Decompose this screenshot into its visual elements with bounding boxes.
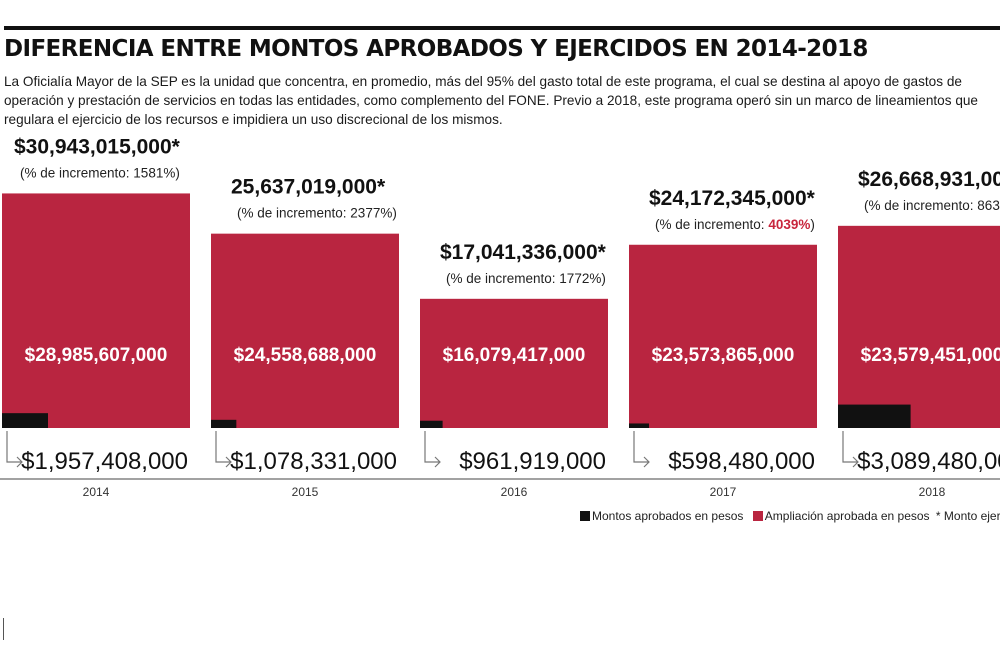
label-ejercido-2018: $26,668,931,000* xyxy=(858,168,1000,191)
legend-swatch-aprobados xyxy=(580,511,590,521)
label-incremento-suffix-2017: ) xyxy=(810,217,815,232)
label-incremento-2014: (% de incremento: 1581%) xyxy=(20,165,180,180)
legend-label-ampliacion: Ampliación aprobada en pesos xyxy=(764,509,930,523)
bar-aprobado-2015 xyxy=(211,419,237,428)
arrow-2014 xyxy=(6,431,23,468)
label-ampliacion-2017: $23,573,865,000 xyxy=(652,345,795,366)
arrow-2015 xyxy=(215,431,232,468)
label-ejercido-2017: $24,172,345,000* xyxy=(649,187,816,210)
label-ampliacion-2018: $23,579,451,000 xyxy=(861,345,1000,366)
label-incremento-2017: (% de incremento: 4039%) xyxy=(655,217,815,232)
legend: Montos aprobados en pesos Ampliación apr… xyxy=(580,509,1000,523)
label-ejercido-2015: 25,637,019,000* xyxy=(231,176,386,199)
label-ejercido-2014: $30,943,015,000* xyxy=(14,135,181,158)
label-incremento-2018: (% de incremento: 863%) xyxy=(864,198,1000,213)
label-aprobado-2016: $961,919,000 xyxy=(459,448,606,475)
label-aprobado-2017: $598,480,000 xyxy=(668,448,815,475)
bar-aprobado-2016 xyxy=(420,420,443,428)
x-tick-2018: 2018 xyxy=(919,485,946,499)
bar-ampliacion-2018 xyxy=(838,225,1000,428)
label-aprobado-2014: $1,957,408,000 xyxy=(21,448,188,475)
bar-ampliacion-2017 xyxy=(629,244,817,428)
x-tick-2017: 2017 xyxy=(710,485,737,499)
bar-aprobado-2017 xyxy=(629,423,649,428)
bar-aprobado-2018 xyxy=(838,404,911,428)
label-ejercido-2016: $17,041,336,000* xyxy=(440,241,607,264)
arrow-2016 xyxy=(424,431,441,468)
arrow-2018 xyxy=(842,431,859,468)
label-incremento-prefix-2017: (% de incremento: xyxy=(655,217,768,232)
label-aprobado-2015: $1,078,331,000 xyxy=(230,448,397,475)
x-tick-2016: 2016 xyxy=(501,485,528,499)
bar-aprobado-2014 xyxy=(2,413,48,428)
x-tick-2015: 2015 xyxy=(292,485,319,499)
intro-text: La Oficialía Mayor de la SEP es la unida… xyxy=(4,74,978,127)
bar-ampliacion-2015 xyxy=(211,233,399,428)
arrow-2017 xyxy=(633,431,650,468)
top-rule xyxy=(4,26,1000,30)
bar-ampliacion-2014 xyxy=(2,193,190,428)
chart-title: DIFERENCIA ENTRE MONTOS APROBADOS Y EJER… xyxy=(4,36,868,62)
legend-note: * Monto ejercido xyxy=(935,509,1000,523)
label-incremento-value-2017: 4039% xyxy=(768,217,810,232)
page-edge-tick xyxy=(3,618,4,640)
label-aprobado-2018: $3,089,480,000 xyxy=(857,448,1000,475)
legend-label-aprobados: Montos aprobados en pesos xyxy=(592,509,744,523)
x-tick-2014: 2014 xyxy=(83,485,110,499)
bar-ampliacion-2016 xyxy=(420,298,608,428)
legend-swatch-ampliacion xyxy=(752,511,763,521)
label-incremento-2016: (% de incremento: 1772%) xyxy=(446,271,606,286)
label-ampliacion-2016: $16,079,417,000 xyxy=(443,345,586,366)
label-ampliacion-2014: $28,985,607,000 xyxy=(25,345,168,366)
label-incremento-2015: (% de incremento: 2377%) xyxy=(237,206,397,221)
label-ampliacion-2015: $24,558,688,000 xyxy=(234,345,377,366)
